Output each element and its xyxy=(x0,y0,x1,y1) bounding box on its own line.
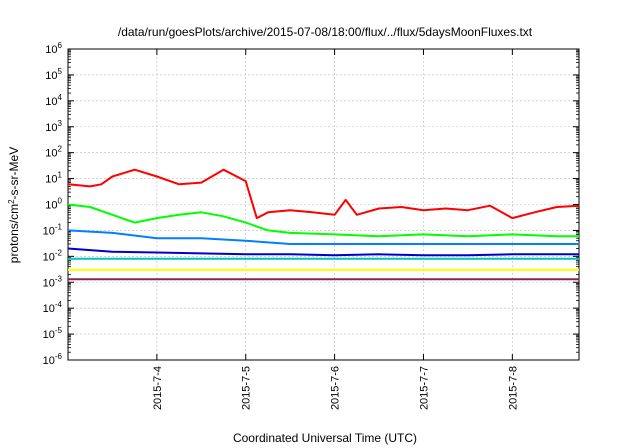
y-tick-exponent: 5 xyxy=(58,67,63,76)
y-axis-label-pre: protons/cm xyxy=(7,204,21,263)
y-axis-ticks: 10-610-510-410-310-210-11001011021031041… xyxy=(43,41,579,367)
y-tick-exponent: 6 xyxy=(58,41,63,50)
y-axis-label-sup: 2 xyxy=(7,199,16,204)
y-tick-label: 101 xyxy=(45,171,62,186)
y-tick-label: 10-4 xyxy=(43,300,63,315)
y-tick-label: 10-5 xyxy=(43,326,63,341)
y-tick-label: 104 xyxy=(45,93,62,108)
y-tick-exponent: -3 xyxy=(55,274,63,283)
x-tick-label: 2015-7-4 xyxy=(152,366,164,410)
y-tick-exponent: -5 xyxy=(55,326,63,335)
x-tick-label: 2015-7-7 xyxy=(418,366,430,410)
y-tick-exponent: 2 xyxy=(58,145,63,154)
y-tick-exponent: -6 xyxy=(55,352,63,361)
y-axis-label-post: -s-sr-MeV xyxy=(7,147,21,200)
y-tick-exponent: 4 xyxy=(58,93,63,102)
y-axis-label: protons/cm2-s-sr-MeV xyxy=(7,147,21,263)
x-tick-label: 2015-7-8 xyxy=(507,366,519,410)
y-tick-label: 100 xyxy=(45,197,62,212)
y-tick-base: 10 xyxy=(43,277,55,289)
series-line-2 xyxy=(67,203,579,238)
y-tick-base: 10 xyxy=(45,122,57,134)
y-tick-base: 10 xyxy=(45,70,57,82)
x-axis-ticks: 2015-7-4 2015-7-5 2015-7-6 2015-7-7 2015-7-8 xyxy=(152,49,519,410)
x-tick-label: 2015-7-6 xyxy=(330,366,342,410)
y-tick-label: 10-3 xyxy=(43,274,63,289)
y-tick-exponent: 3 xyxy=(58,119,63,128)
y-tick-exponent: -2 xyxy=(55,248,63,257)
y-tick-exponent: -1 xyxy=(55,222,63,231)
y-tick-label: 102 xyxy=(45,145,62,160)
series-line-3 xyxy=(67,229,579,245)
y-tick-label: 10-2 xyxy=(43,248,63,263)
series-line-1 xyxy=(67,168,580,220)
y-tick-base: 10 xyxy=(43,329,55,341)
y-tick-base: 10 xyxy=(45,148,57,160)
y-tick-label: 105 xyxy=(45,67,62,82)
y-tick-label: 10-6 xyxy=(43,352,63,367)
y-tick-base: 10 xyxy=(43,355,55,367)
series-group xyxy=(67,168,580,281)
grid xyxy=(68,49,579,360)
series-line-4 xyxy=(67,247,579,257)
x-axis-label: Coordinated Universal Time (UTC) xyxy=(233,431,417,445)
y-tick-base: 10 xyxy=(45,174,57,186)
y-tick-exponent: -4 xyxy=(55,300,63,309)
y-tick-exponent: 1 xyxy=(58,171,63,180)
y-tick-label: 10-1 xyxy=(43,222,63,237)
y-tick-base: 10 xyxy=(43,303,55,315)
y-tick-label: 103 xyxy=(45,119,62,134)
y-tick-exponent: 0 xyxy=(58,197,63,206)
y-tick-base: 10 xyxy=(43,251,55,263)
y-tick-base: 10 xyxy=(45,200,57,212)
y-tick-label: 106 xyxy=(45,41,62,56)
y-tick-base: 10 xyxy=(45,44,57,56)
y-tick-base: 10 xyxy=(43,225,55,237)
y-tick-base: 10 xyxy=(45,96,57,108)
x-tick-label: 2015-7-5 xyxy=(241,366,253,410)
chart-title: /data/run/goesPlots/archive/2015-07-08/1… xyxy=(118,25,533,39)
